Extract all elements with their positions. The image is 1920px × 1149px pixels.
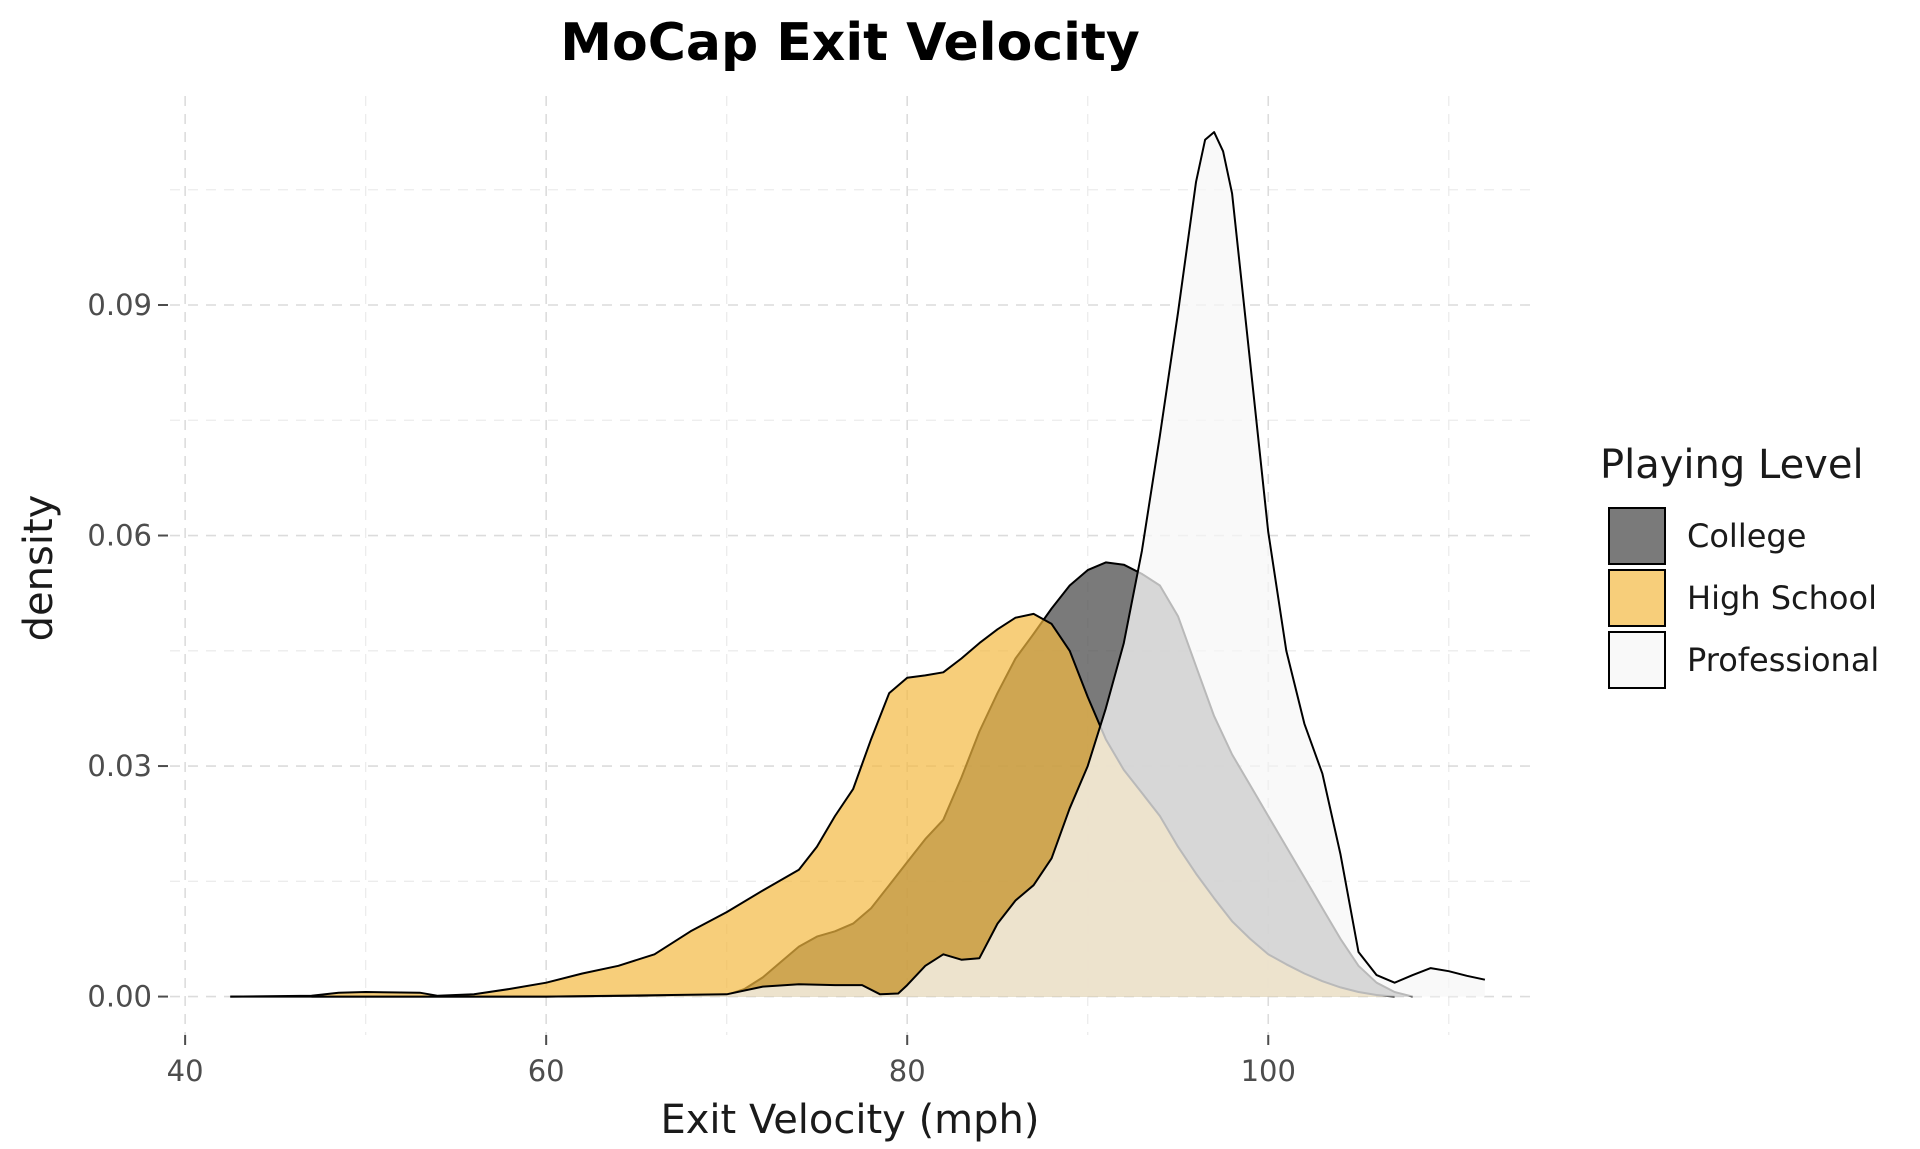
y-axis-title: density [16,495,62,642]
legend-label-college: College [1687,517,1806,555]
legend-label-high-school: High School [1687,579,1877,617]
x-tick-label: 80 [889,1054,926,1088]
chart-title: MoCap Exit Velocity [560,13,1140,73]
density-area-professional [230,132,1485,997]
series-layer [230,131,1486,998]
y-tick-label: 0.03 [87,749,152,783]
legend-key-professional [1608,631,1666,689]
legend-key-college [1608,507,1666,565]
x-tick-label: 60 [528,1054,565,1088]
y-tick-label: 0.00 [87,980,152,1014]
x-tick-label: 100 [1241,1054,1296,1088]
legend: Playing Level College High School Professi… [1600,442,1879,689]
y-tick-label: 0.06 [87,519,152,553]
legend-items: College High School Professional [1608,507,1879,689]
legend-label-professional: Professional [1687,641,1879,679]
axes-layer: 0.00 0.03 0.06 0.09 40 60 80 100 [87,288,1296,1088]
legend-key-high-school [1608,569,1666,627]
x-tick-label: 40 [167,1054,204,1088]
y-tick-label: 0.09 [87,288,152,322]
legend-title: Playing Level [1600,442,1864,488]
x-axis-title: Exit Velocity (mph) [660,1097,1039,1143]
density-outline-professional [230,131,1486,998]
